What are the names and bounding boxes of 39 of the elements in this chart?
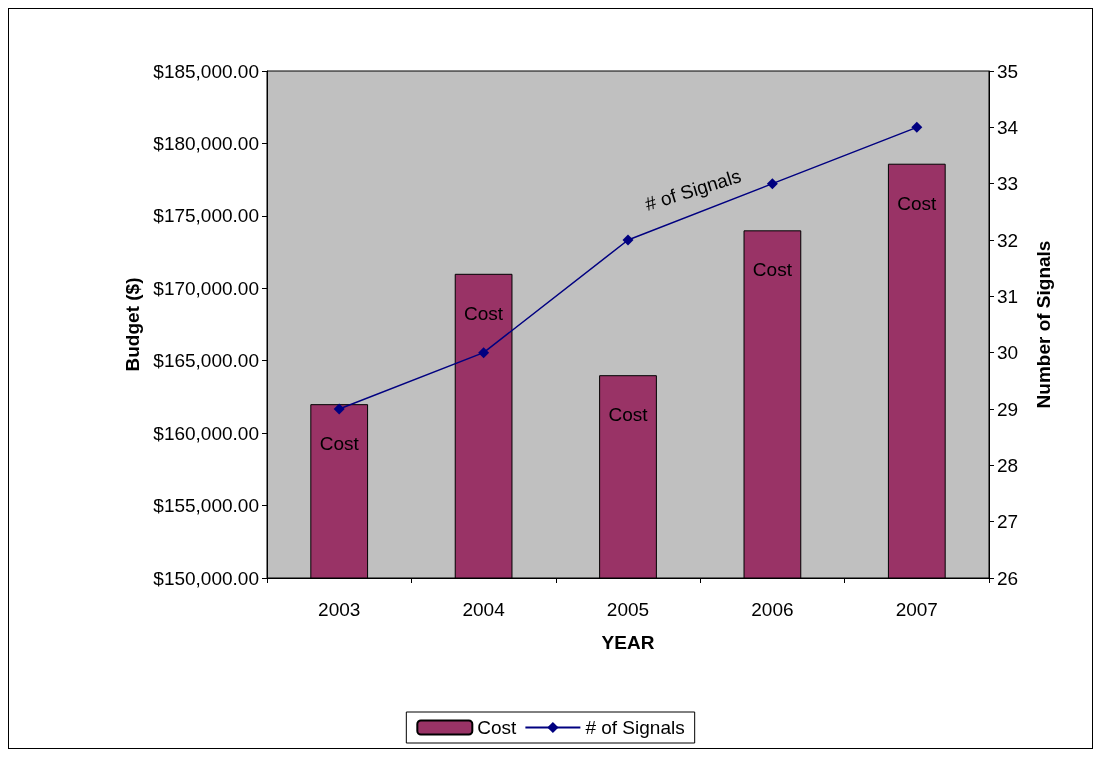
point xyxy=(333,403,345,415)
y-tick-label: $150,000.00 xyxy=(153,567,259,589)
x-tick-label: 2007 xyxy=(895,599,938,620)
data-label: Cost xyxy=(752,259,793,281)
y2-tick-label: 31 xyxy=(997,285,1019,307)
y2-tick-label: 35 xyxy=(997,60,1019,82)
annotation: # of Signals xyxy=(642,165,744,215)
y2-tick-label: 26 xyxy=(997,567,1019,589)
point xyxy=(911,121,923,133)
y-tick-label: $160,000.00 xyxy=(153,422,259,444)
x-tick-label: 2005 xyxy=(606,599,650,620)
x-tick-label: 2003 xyxy=(318,599,361,620)
y-tick-label: $165,000.00 xyxy=(153,350,259,372)
legend-label: Cost xyxy=(477,717,518,738)
legend-label: # of Signals xyxy=(585,717,685,738)
y2-tick-label: 28 xyxy=(997,454,1019,476)
y-tick-label: $170,000.00 xyxy=(153,277,259,299)
y2-tick-label: 29 xyxy=(997,398,1019,420)
data-label: Cost xyxy=(319,433,360,455)
y2-tick-label: 34 xyxy=(997,116,1019,138)
y2-tick-label: 27 xyxy=(997,511,1019,533)
y2-axis-title: Number of Signals xyxy=(1033,240,1054,409)
data-label: Cost xyxy=(897,192,938,214)
y2-tick-label: 33 xyxy=(997,173,1019,195)
y-tick-label: $180,000.00 xyxy=(153,132,259,154)
point xyxy=(766,178,778,190)
y-tick-label: $155,000.00 xyxy=(153,495,259,517)
y2-tick-label: 30 xyxy=(997,342,1019,364)
x-axis-title: YEAR xyxy=(601,632,655,653)
point xyxy=(622,234,634,246)
data-label: Cost xyxy=(464,302,504,324)
point xyxy=(478,347,490,359)
x-tick-label: 2004 xyxy=(462,599,506,620)
y-tick-label: $175,000.00 xyxy=(153,205,259,227)
y2-tick-label: 32 xyxy=(997,229,1019,251)
y-tick-label: $185,000.00 xyxy=(153,60,259,82)
x-tick-label: 2006 xyxy=(751,599,794,620)
data-label: Cost xyxy=(608,404,649,426)
y-axis-title: Budget ($) xyxy=(122,277,144,372)
